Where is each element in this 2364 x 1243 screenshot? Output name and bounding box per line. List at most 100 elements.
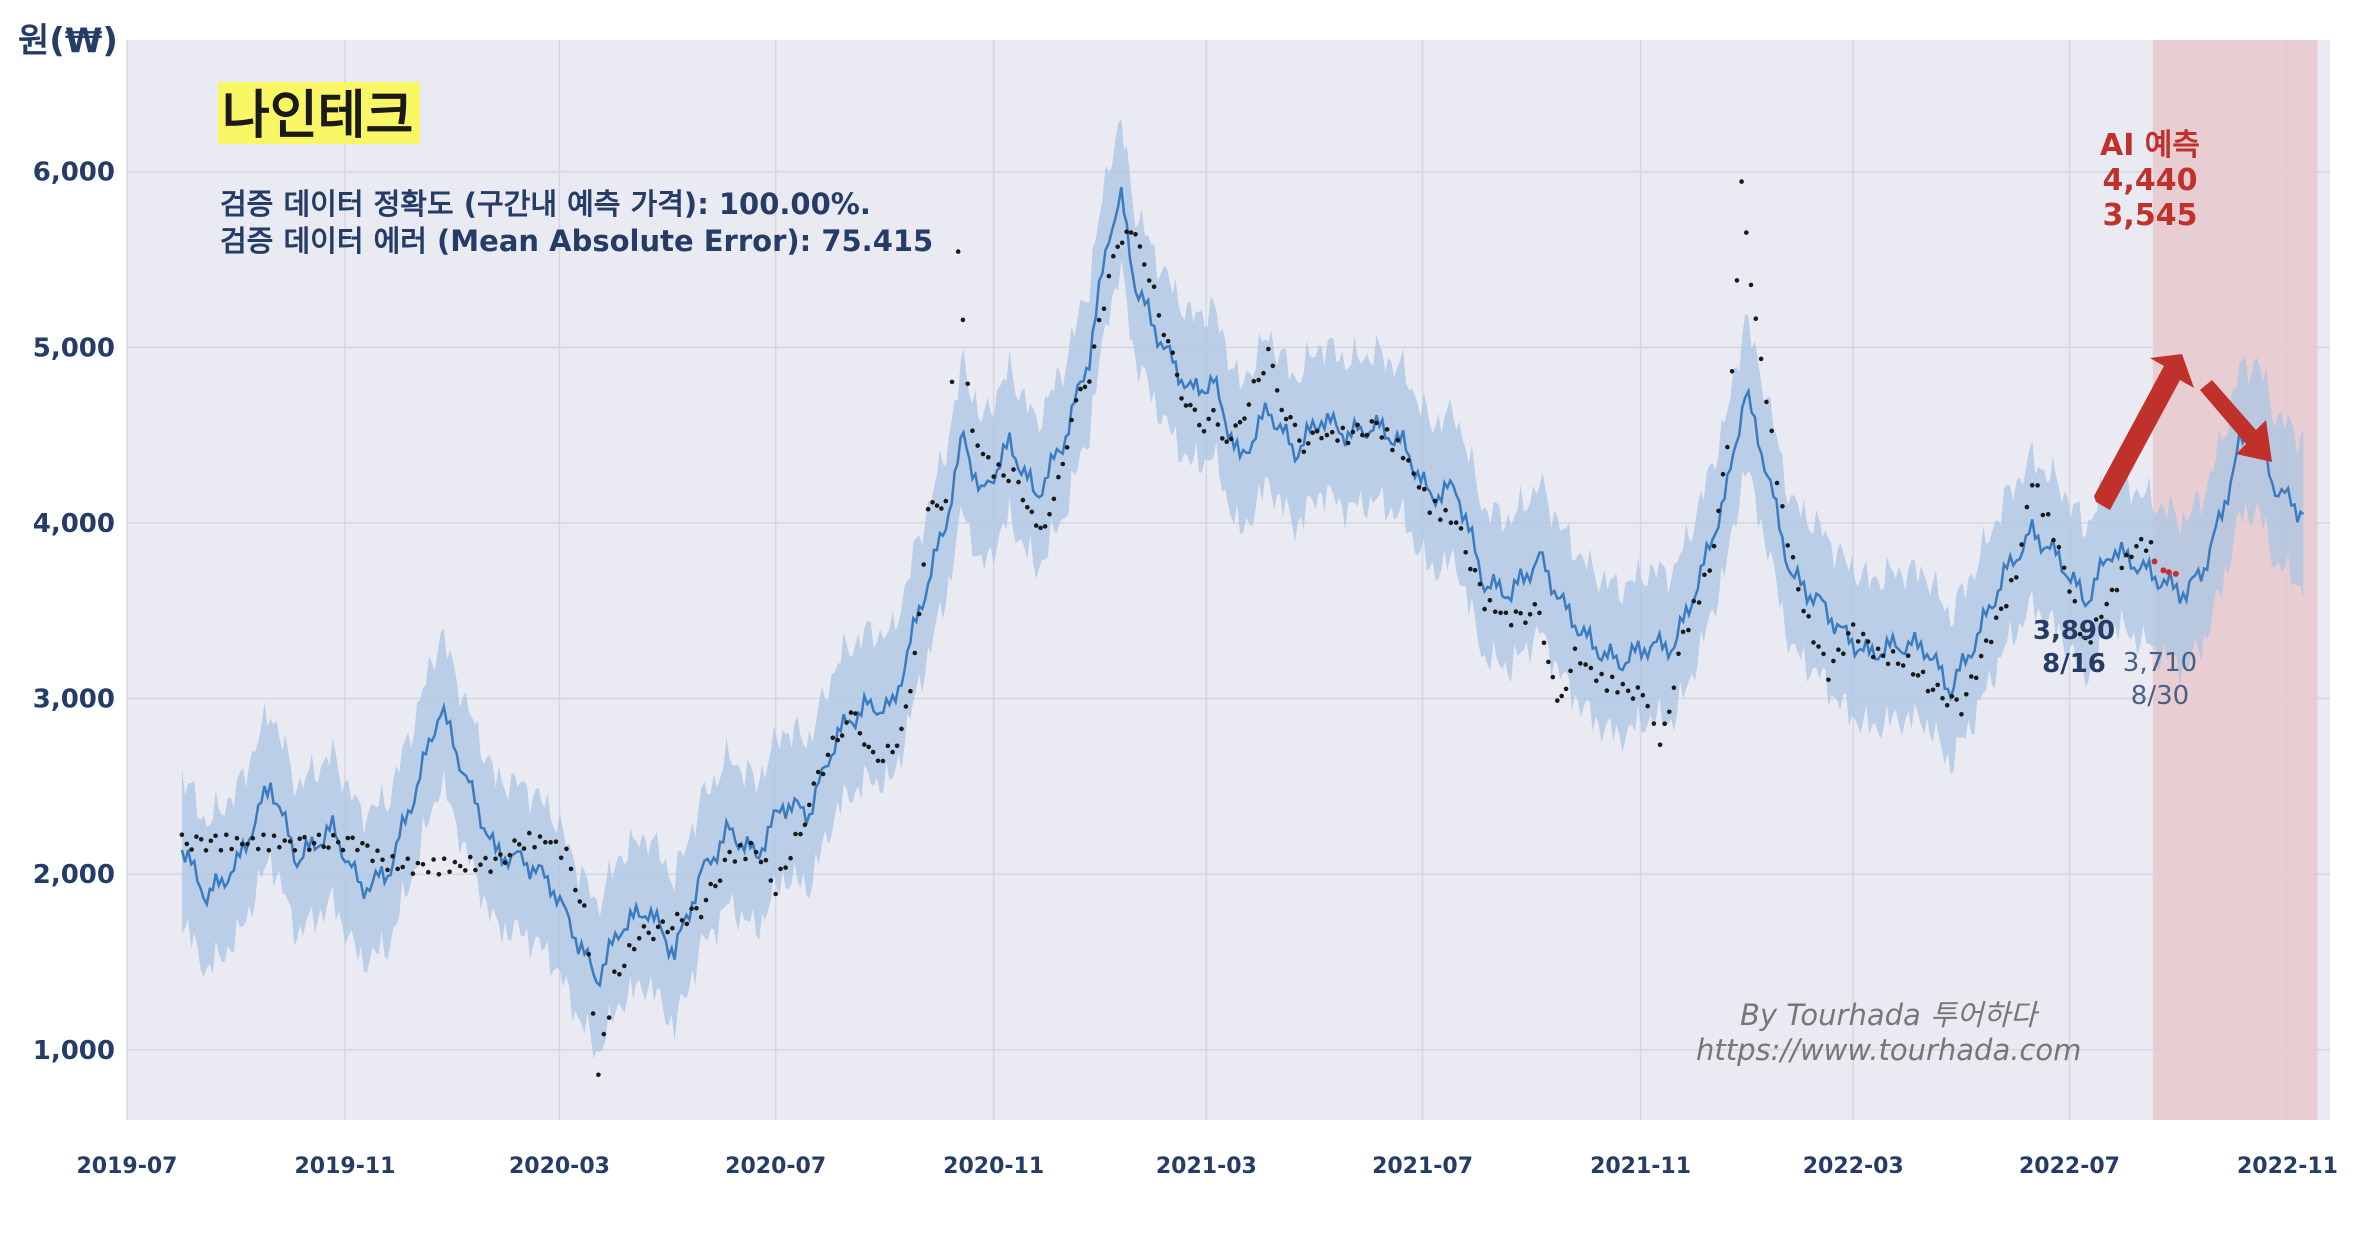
actual-price-point: [1969, 674, 1974, 679]
actual-price-point: [1142, 262, 1147, 267]
actual-price-point: [1920, 669, 1926, 675]
actual-price-point: [1988, 639, 1994, 645]
actual-price-point: [1915, 673, 1921, 678]
actual-price-point: [991, 474, 996, 479]
actual-price-point: [1301, 449, 1307, 455]
actual-price-point: [1691, 598, 1696, 604]
actual-price-point: [1395, 437, 1401, 443]
actual-price-point: [606, 1015, 612, 1020]
actual-price-point: [670, 925, 675, 931]
actual-price-point: [820, 771, 826, 777]
actual-price-point: [627, 943, 632, 948]
actual-price-point: [1350, 429, 1356, 435]
x-axis-ticks: 2019-07 2019-11 2020-03 2020-07 2020-11 2021-…: [77, 1154, 2338, 1179]
actual-price-point: [1764, 399, 1769, 405]
actual-price-point: [1973, 675, 1979, 681]
actual-price-point: [1146, 278, 1152, 283]
actual-price-point: [498, 852, 503, 857]
actual-price-point: [839, 733, 845, 738]
actual-price-point: [1487, 597, 1493, 603]
x-tick-label: 2019-11: [295, 1154, 396, 1179]
actual-price-point: [1060, 461, 1066, 467]
actual-price-point: [282, 838, 288, 843]
x-tick-label: 2020-03: [509, 1154, 610, 1179]
actual-price-point: [1676, 651, 1681, 657]
forecast-series-line: [180, 186, 2305, 988]
credit-url: https://www.tourhada.com: [1696, 1033, 2081, 1067]
confidence-band: [181, 118, 2304, 1059]
actual-price-point: [1716, 508, 1721, 514]
actual-price-point: [1744, 230, 1749, 235]
actual-price-point: [436, 872, 442, 877]
actual-price-point: [949, 379, 955, 385]
actual-price-point: [590, 1011, 596, 1016]
actual-price-point: [2143, 548, 2149, 553]
actual-price-point: [1206, 416, 1211, 422]
title-highlight: [218, 82, 420, 144]
y-axis-unit-label: 원(₩): [18, 21, 118, 61]
actual-price-point: [2134, 544, 2139, 549]
actual-price-point: [1119, 240, 1125, 246]
actual-price-point: [512, 838, 517, 843]
actual-price-point: [1228, 436, 1234, 442]
actual-price-point: [612, 969, 617, 974]
x-tick-label: 2022-07: [2019, 1154, 2120, 1179]
actual-price-point: [2138, 536, 2144, 542]
actual-price-point: [1345, 440, 1351, 446]
actual-price-point: [1197, 422, 1202, 428]
actual-price-point: [694, 906, 699, 911]
actual-price-point: [986, 455, 991, 460]
actual-price-point: [229, 846, 234, 852]
actual-price-point: [1374, 420, 1379, 426]
actual-price-point: [2024, 504, 2030, 510]
actual-price-point: [316, 832, 322, 838]
actual-price-point: [1161, 332, 1167, 338]
actual-price-point: [1319, 435, 1324, 441]
actual-price-point: [1492, 609, 1498, 614]
actual-price-point: [1051, 496, 1057, 502]
actual-price-point: [198, 837, 204, 842]
actual-price-point: [1111, 253, 1116, 259]
actual-price-point: [1954, 697, 1959, 702]
actual-price-point: [400, 864, 406, 870]
actual-price-point: [208, 838, 214, 844]
actual-price-point: [1233, 423, 1238, 428]
actual-price-point: [853, 711, 858, 716]
actual-price-point: [1310, 430, 1315, 436]
actual-price-point: [1115, 244, 1120, 250]
actual-price-point: [689, 906, 694, 911]
actual-price-point: [1774, 480, 1780, 486]
actual-price-point: [1541, 640, 1547, 646]
actual-price-point: [1498, 610, 1503, 616]
actual-price-point: [302, 834, 307, 840]
y-axis-ticks: 1,000 2,000 3,000 4,000 5,000 6,000: [33, 158, 115, 1066]
actual-price-point: [1174, 372, 1180, 378]
actual-price-point: [1047, 511, 1052, 517]
actual-price-point: [1720, 471, 1726, 477]
actual-price-point: [1335, 438, 1340, 443]
actual-price-point: [1785, 543, 1790, 548]
actual-price-point: [1006, 478, 1011, 484]
actual-price-point: [1355, 422, 1360, 428]
actual-price-point: [815, 769, 821, 775]
actual-price-point: [1468, 566, 1473, 572]
actual-price-point: [245, 841, 250, 847]
actual-price-point: [194, 834, 199, 839]
actual-price-point: [807, 802, 812, 808]
actual-price-point: [335, 839, 341, 845]
actual-price-point: [641, 924, 647, 929]
actual-price-point: [1850, 622, 1856, 627]
actual-price-point: [1696, 600, 1702, 605]
actual-price-point: [921, 562, 926, 567]
actual-price-point: [768, 878, 774, 883]
recent-actual-point: [2165, 569, 2172, 576]
actual-price-point: [1725, 444, 1730, 450]
actual-price-point: [483, 855, 488, 861]
credit-author: By Tourhada 투어하다: [1740, 998, 2040, 1032]
actual-price-point: [1635, 685, 1641, 690]
actual-price-point: [844, 720, 849, 725]
actual-price-point: [395, 866, 401, 872]
actual-price-point: [1875, 646, 1881, 652]
actual-price-point: [1096, 317, 1102, 323]
x-tick-label: 2022-11: [2237, 1154, 2338, 1179]
